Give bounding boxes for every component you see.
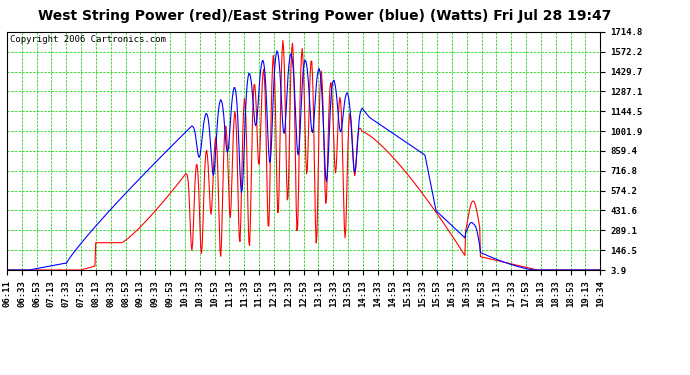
Text: West String Power (red)/East String Power (blue) (Watts) Fri Jul 28 19:47: West String Power (red)/East String Powe… xyxy=(38,9,611,23)
Text: Copyright 2006 Cartronics.com: Copyright 2006 Cartronics.com xyxy=(10,36,166,45)
